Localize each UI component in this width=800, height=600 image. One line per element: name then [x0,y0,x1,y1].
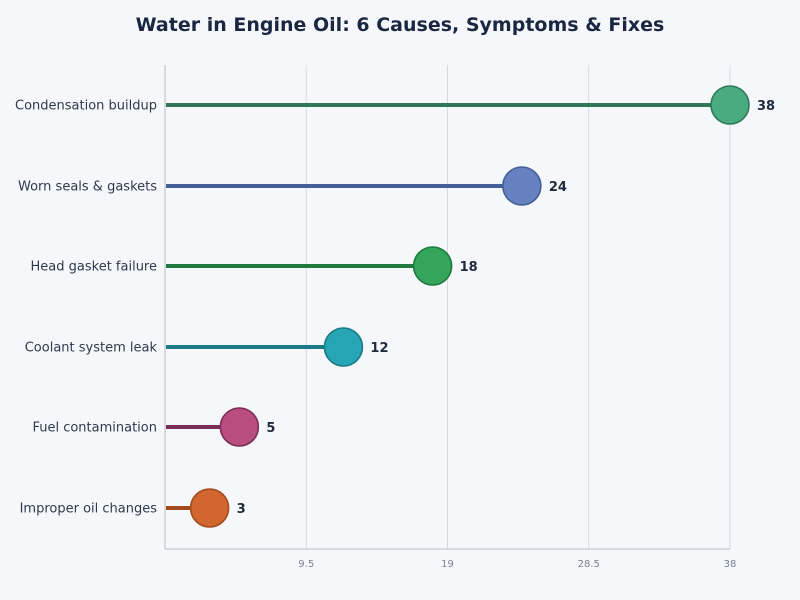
data-series: Condensation buildup 38 Worn seals & gaske… [15,85,775,528]
value-label: 24 [549,180,567,195]
lollipop-row: Coolant system leak 12 [25,327,389,367]
x-tick-label: 38 [724,559,737,570]
category-label: Coolant system leak [25,341,158,356]
value-label: 12 [370,341,388,356]
category-label: Fuel contamination [32,421,157,436]
value-label: 38 [757,99,775,114]
category-label: Head gasket failure [31,260,157,275]
lollipop-marker [189,488,230,528]
category-label: Condensation buildup [15,99,157,114]
x-tick-label: 9.5 [298,559,314,570]
x-tick-label: 19 [441,559,454,570]
chart-title: Water in Engine Oil: 6 Causes, Symptoms … [135,14,665,36]
lollipop-row: Head gasket failure 18 [31,246,478,286]
lollipop-marker [502,166,542,206]
lollipop-row: Fuel contamination 5 [32,407,275,447]
lollipop-marker [219,407,260,447]
lollipop-marker [412,246,453,286]
lollipop-row: Worn seals & gaskets 24 [18,166,567,206]
axes [164,65,730,550]
category-label: Worn seals & gaskets [18,180,157,195]
lollipop-row: Improper oil changes 3 [20,488,246,528]
lollipop-marker [710,85,750,125]
lollipop-row: Condensation buildup 38 [15,85,775,125]
value-label: 5 [266,421,275,436]
value-label: 3 [237,502,246,517]
x-tick-label: 28.5 [578,559,600,570]
gridlines [305,65,731,549]
x-axis-ticks: 9.5 19 28.5 38 [298,559,736,570]
lollipop-marker [323,327,364,367]
category-label: Improper oil changes [20,502,158,517]
value-label: 18 [460,260,478,275]
